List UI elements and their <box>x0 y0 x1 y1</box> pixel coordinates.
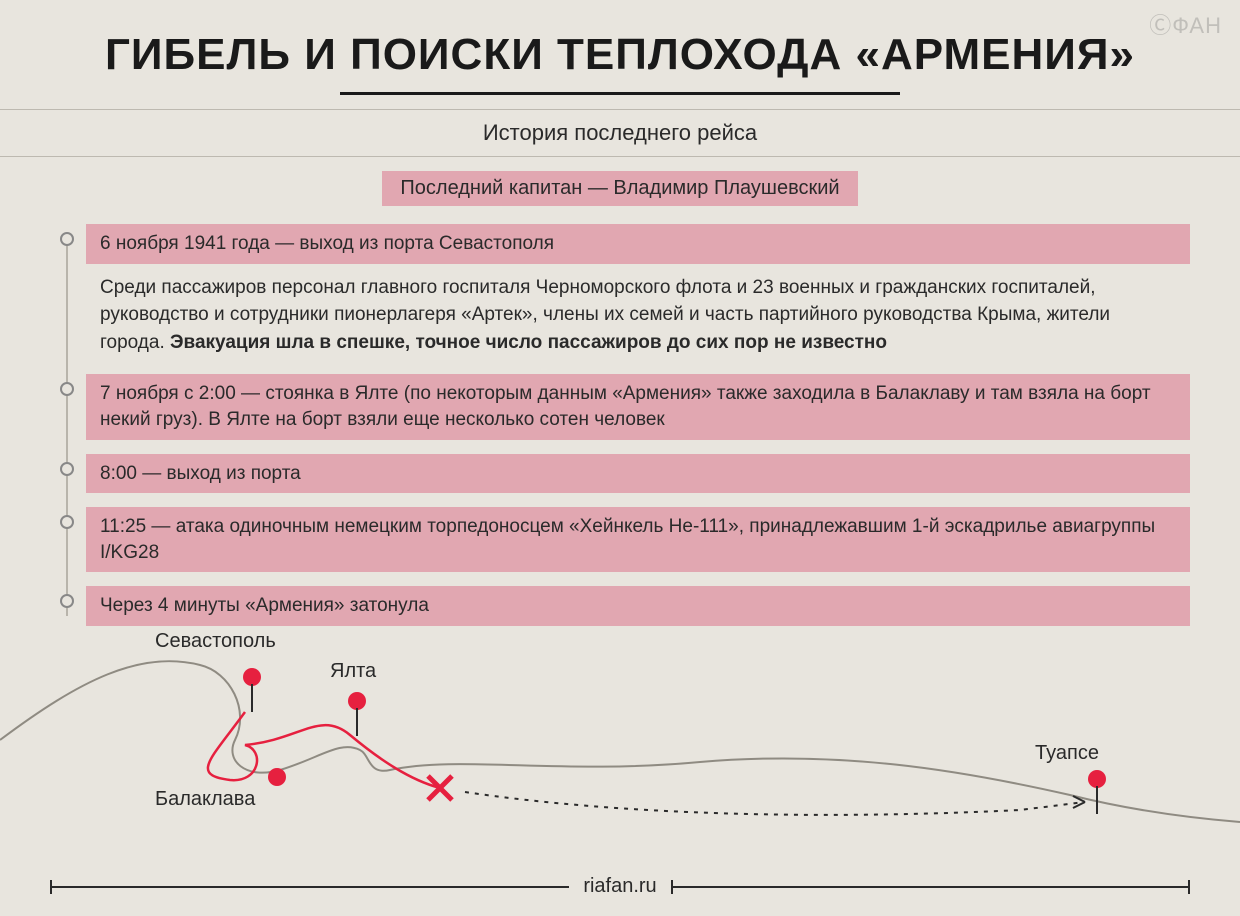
timeline-dot <box>60 594 74 608</box>
planned-route-dotted <box>465 792 1085 815</box>
timeline-dot <box>60 382 74 396</box>
timeline-bar: 11:25 — атака одиночным немецким торпедо… <box>86 507 1190 572</box>
timeline-body: Среди пассажиров персонал главного госпи… <box>86 264 1190 361</box>
timeline-bar: 6 ноября 1941 года — выход из порта Сева… <box>86 224 1190 264</box>
main-title: ГИБЕЛЬ И ПОИСКИ ТЕПЛОХОДА «АРМЕНИЯ» <box>105 30 1135 88</box>
footer: riafan.ru <box>50 875 1190 898</box>
map-pin-yalta <box>348 692 366 710</box>
map-label-tuapse: Туапсе <box>1035 742 1099 765</box>
captain-badge: Последний капитан — Владимир Плаушевский <box>382 171 857 206</box>
watermark: ⒸФАН <box>1149 8 1222 40</box>
subtitle: История последнего рейса <box>0 109 1240 157</box>
timeline: 6 ноября 1941 года — выход из порта Сева… <box>60 224 1190 626</box>
map-dot-balaklava <box>268 768 286 786</box>
footer-rule-right <box>671 886 1190 888</box>
map-label-yalta: Ялта <box>330 660 376 683</box>
route-map: Севастополь Ялта Балаклава Туапсе <box>0 620 1240 870</box>
sink-cross-icon <box>428 776 452 800</box>
pin-stick <box>356 708 358 736</box>
route-line <box>208 712 440 788</box>
pin-stick <box>251 684 253 712</box>
title-underline <box>340 92 900 95</box>
pin-stick <box>1096 786 1098 814</box>
timeline-item: 11:25 — атака одиночным немецким торпедо… <box>60 507 1190 572</box>
map-pin-tuapse <box>1088 770 1106 788</box>
timeline-dot <box>60 462 74 476</box>
footer-site: riafan.ru <box>583 875 656 898</box>
timeline-dot <box>60 232 74 246</box>
timeline-body-bold: Эвакуация шла в спешке, точное число пас… <box>170 332 887 353</box>
map-pin-sevastopol <box>243 668 261 686</box>
map-label-balaklava: Балаклава <box>155 788 255 811</box>
footer-rule-left <box>50 886 569 888</box>
timeline-item: 6 ноября 1941 года — выход из порта Сева… <box>60 224 1190 360</box>
timeline-bar: 7 ноября с 2:00 — стоянка в Ялте (по нек… <box>86 374 1190 439</box>
map-label-sevastopol: Севастополь <box>155 630 276 653</box>
header: ГИБЕЛЬ И ПОИСКИ ТЕПЛОХОДА «АРМЕНИЯ» <box>0 0 1240 95</box>
timeline-dot <box>60 515 74 529</box>
timeline-item: 7 ноября с 2:00 — стоянка в Ялте (по нек… <box>60 374 1190 439</box>
timeline-bar: 8:00 — выход из порта <box>86 454 1190 494</box>
captain-row: Последний капитан — Владимир Плаушевский <box>0 171 1240 206</box>
timeline-item: 8:00 — выход из порта <box>60 454 1190 494</box>
